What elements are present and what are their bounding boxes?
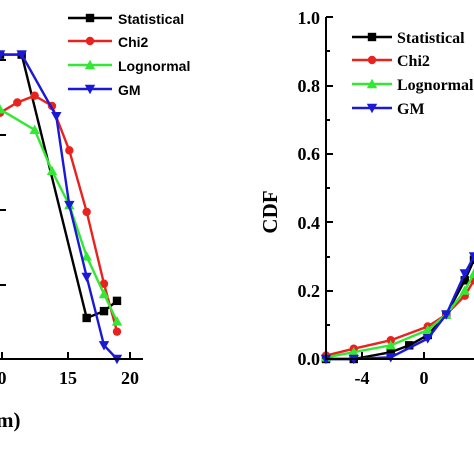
right-data-point-lognormal [348, 346, 359, 357]
right-data-point-lognormal [468, 268, 474, 278]
left-data-point-chi2 [99, 279, 109, 288]
left-legend-marker-statistical [85, 13, 95, 23]
left-data-point-gm [64, 200, 75, 211]
left-legend-label-gm: GM [118, 82, 141, 98]
right-legend-marker-gm [366, 103, 378, 114]
left-x-tick-label: 15 [59, 368, 77, 388]
left-x-tick-label: 20 [121, 368, 139, 388]
right-legend-label-gm: GM [397, 101, 425, 118]
right-y-tick-label: 0.4 [298, 213, 321, 233]
left-legend-label-lognormal: Lognormal [118, 58, 190, 74]
right-y-tick-label: 0.0 [298, 349, 321, 369]
right-series-group [320, 252, 474, 365]
right-data-point-gm [459, 269, 470, 279]
right-y-tick-label: 0.2 [298, 281, 321, 301]
left-x-tick-label: 0 [0, 368, 7, 388]
right-x-tick-labels: -4 0 [355, 368, 429, 388]
left-data-point-gm [98, 341, 110, 351]
left-x-ticks [1, 352, 131, 359]
left-data-point-lognormal [46, 165, 58, 176]
left-data-point-lognormal [29, 124, 40, 135]
left-chart: 0 15 20 m) Statistical Chi2 Lognormal GM [0, 11, 190, 432]
left-data-point-lognormal [111, 316, 123, 326]
right-legend: Statistical Chi2 Lognormal GM [352, 30, 474, 118]
left-data-point-lognormal [98, 288, 110, 299]
left-data-point-chi2 [65, 146, 74, 155]
right-series-line-chi2 [325, 279, 474, 357]
left-y-ticks [0, 59, 6, 286]
left-data-point-chi2 [13, 98, 22, 107]
left-series-line-lognormal [0, 108, 119, 322]
left-data-point-statistical [82, 313, 91, 323]
right-data-point-lognormal [385, 340, 396, 350]
left-data-point-lognormal [0, 104, 6, 114]
left-data-point-gm [0, 50, 6, 60]
right-data-point-lognormal [459, 285, 470, 295]
right-legend-label-chi2: Chi2 [397, 53, 430, 70]
left-legend-marker-gm [84, 84, 96, 95]
right-data-point-gm [422, 334, 433, 344]
right-chart: 0.0 0.2 0.4 0.6 0.8 1.0 -4 0 CDF Statist… [258, 8, 474, 388]
left-data-point-gm [16, 50, 27, 60]
left-data-point-statistical [99, 306, 109, 316]
right-y-tick-label: 1.0 [298, 8, 321, 28]
right-y-ticks [326, 16, 333, 360]
right-y-tick-label: 0.6 [298, 144, 321, 164]
right-x-ticks [361, 352, 425, 359]
right-data-point-statistical [460, 276, 469, 285]
left-data-point-gm [51, 111, 62, 122]
left-legend-label-chi2: Chi2 [118, 34, 149, 50]
right-y-tick-label: 0.8 [298, 76, 321, 96]
right-data-point-gm [468, 252, 474, 262]
left-data-point-lognormal [81, 251, 92, 261]
right-x-tick-label: 0 [420, 368, 429, 388]
right-legend-label-lognormal: Lognormal [397, 77, 474, 94]
left-legend-label-statistical: Statistical [118, 11, 184, 27]
left-data-point-chi2 [112, 327, 122, 336]
left-data-point-chi2 [30, 91, 39, 100]
right-data-point-statistical [386, 347, 395, 357]
right-data-point-gm [385, 353, 396, 363]
right-legend-label-statistical: Statistical [397, 30, 465, 47]
right-data-point-statistical [405, 341, 414, 350]
left-x-tick-labels: 0 15 20 [0, 368, 139, 388]
right-data-point-gm [441, 310, 452, 320]
right-legend-marker-chi2 [367, 55, 377, 65]
left-data-point-gm [81, 272, 92, 283]
right-y-tick-labels: 0.0 0.2 0.4 0.6 0.8 1.0 [298, 8, 321, 369]
left-legend: Statistical Chi2 Lognormal GM [68, 11, 190, 98]
right-data-point-lognormal [422, 324, 433, 335]
right-legend-marker-statistical [367, 32, 377, 42]
right-legend-marker-lognormal [366, 78, 378, 89]
right-series-line-lognormal [325, 272, 474, 359]
left-data-point-statistical [112, 296, 122, 306]
left-legend-marker-chi2 [85, 36, 95, 46]
left-data-point-chi2 [82, 207, 91, 217]
left-series-group [0, 50, 123, 365]
right-y-axis-label: CDF [258, 190, 282, 233]
left-x-axis-label: m) [0, 408, 21, 432]
left-legend-marker-lognormal [84, 59, 96, 70]
right-x-tick-label: -4 [355, 368, 370, 388]
